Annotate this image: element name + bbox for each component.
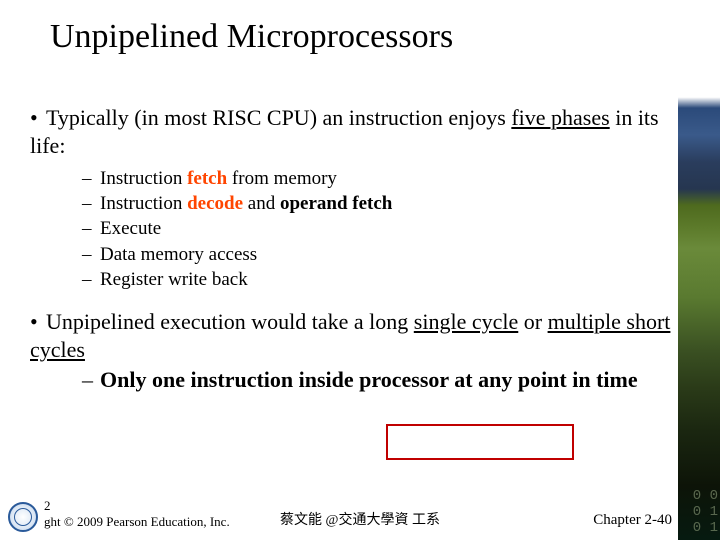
para2-pre: Unpipelined execution would take a long: [46, 309, 414, 334]
para1-pre: Typically (in most RISC CPU) an instruct…: [46, 105, 511, 130]
dash-icon: –: [82, 216, 100, 241]
dash-icon: –: [82, 191, 100, 216]
phase-text: and: [243, 193, 280, 214]
phase-text: Register write back: [100, 269, 248, 290]
footer: 2 ght © 2009 Pearson Education, Inc. 蔡文能…: [0, 502, 720, 534]
bullet-marker: •: [30, 308, 46, 336]
phase-text: from memory: [227, 168, 337, 189]
bullet-1: •Typically (in most RISC CPU) an instruc…: [30, 104, 690, 160]
phase-text: Execute: [100, 218, 161, 239]
para1-five-phases: five phases: [511, 105, 609, 130]
phase-row: –Register write back: [82, 267, 690, 292]
phase-row: –Execute: [82, 216, 690, 241]
bullet-2: •Unpipelined execution would take a long…: [30, 308, 690, 364]
phase-text: Data memory access: [100, 244, 257, 265]
red-highlight-box: [386, 424, 574, 460]
dash-icon: –: [82, 166, 100, 191]
para2-u1: single cycle: [414, 309, 518, 334]
footer-right: Chapter 2-40: [593, 512, 672, 529]
slide-body: •Typically (in most RISC CPU) an instruc…: [30, 104, 690, 394]
bullet-marker: •: [30, 104, 46, 132]
phase-list: –Instruction fetch from memory –Instruct…: [82, 166, 690, 291]
phase-text: Instruction: [100, 168, 187, 189]
slide: Unpipelined Microprocessors •Typically (…: [0, 0, 720, 540]
phase-row: –Data memory access: [82, 242, 690, 267]
dash-icon: –: [82, 366, 100, 394]
dash-icon: –: [82, 267, 100, 292]
phase-keyword: fetch: [187, 168, 227, 189]
slide-title: Unpipelined Microprocessors: [50, 18, 453, 56]
para2-mid: or: [518, 309, 547, 334]
phase-text: Instruction: [100, 193, 187, 214]
sub2-text: Only one instruction inside processor at…: [100, 367, 638, 392]
phase-row: –Instruction decode and operand fetch: [82, 191, 690, 216]
sub-bullet-2: –Only one instruction inside processor a…: [82, 366, 690, 394]
phase-keyword: decode: [187, 193, 243, 214]
dash-icon: –: [82, 242, 100, 267]
phase-bold: operand fetch: [280, 193, 392, 214]
phase-row: –Instruction fetch from memory: [82, 166, 690, 191]
